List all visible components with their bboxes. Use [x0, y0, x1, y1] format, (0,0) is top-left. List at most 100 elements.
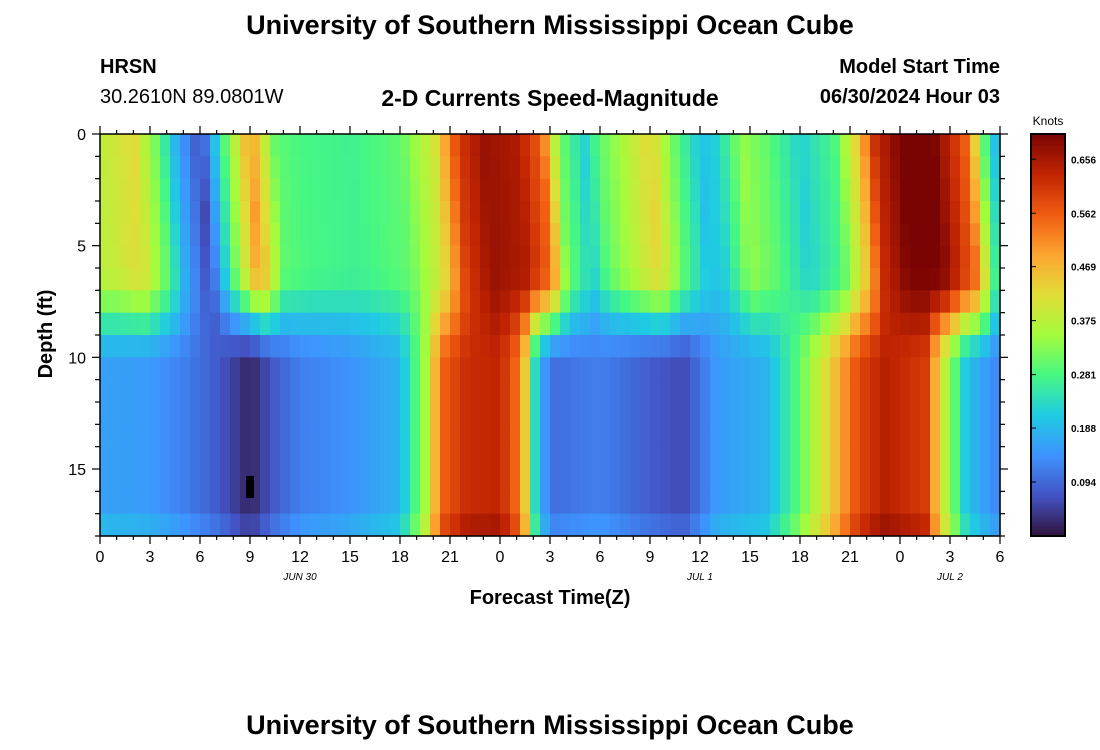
heat-cell	[870, 268, 881, 291]
heat-cell	[360, 335, 371, 358]
heat-cell	[400, 156, 411, 180]
heat-cell	[200, 178, 211, 202]
heat-cell	[370, 491, 381, 515]
heat-cell	[180, 513, 191, 537]
heat-cell	[510, 134, 521, 157]
heat-cell	[590, 178, 601, 202]
heat-cell	[330, 491, 341, 515]
heat-cell	[580, 424, 591, 448]
heat-cell	[140, 379, 151, 403]
heat-cell	[890, 424, 901, 448]
heat-cell	[440, 312, 451, 336]
heat-cell	[560, 491, 571, 515]
heat-cell	[510, 178, 521, 202]
heat-cell	[630, 134, 641, 157]
heat-cell	[770, 379, 781, 403]
heat-cell	[850, 402, 861, 425]
heat-cell	[620, 446, 631, 470]
heat-cell	[780, 223, 791, 247]
heat-cell	[420, 424, 431, 448]
heat-cell	[740, 134, 751, 157]
heat-cell	[570, 379, 581, 403]
heat-cell	[660, 201, 671, 224]
heat-cell	[810, 513, 821, 537]
heat-cell	[580, 223, 591, 247]
heat-cell	[230, 134, 241, 157]
heat-cell	[500, 178, 511, 202]
heat-cell	[180, 201, 191, 224]
heat-cell	[930, 469, 941, 492]
heat-cell	[690, 201, 701, 224]
heat-cell	[300, 156, 311, 180]
heat-cell	[430, 402, 441, 425]
heat-cell	[100, 424, 111, 448]
heat-cell	[720, 357, 731, 381]
heat-cell	[930, 156, 941, 180]
heat-cell	[670, 446, 681, 470]
heat-cell	[180, 178, 191, 202]
heat-cell	[320, 290, 331, 314]
heat-cell	[670, 178, 681, 202]
heat-cell	[230, 491, 241, 515]
heat-cell	[140, 446, 151, 470]
x-date-label: JUL 2	[936, 572, 963, 583]
heat-cell	[730, 268, 741, 291]
heat-cell	[890, 290, 901, 314]
heat-cell	[200, 290, 211, 314]
heat-cell	[580, 379, 591, 403]
heat-cell	[520, 424, 531, 448]
heat-cell	[680, 268, 691, 291]
heat-cell	[250, 268, 261, 291]
heat-cell	[280, 134, 291, 157]
heat-cell	[380, 357, 391, 381]
heat-cell	[630, 335, 641, 358]
heat-cell	[910, 223, 921, 247]
heat-cell	[490, 201, 501, 224]
heat-cell	[720, 223, 731, 247]
heat-cell	[600, 469, 611, 492]
heat-cell	[280, 201, 291, 224]
heat-cell	[170, 156, 181, 180]
heat-cell	[420, 201, 431, 224]
heat-cell	[680, 178, 691, 202]
colorbar	[1030, 133, 1066, 537]
heat-cell	[470, 134, 481, 157]
heat-cell	[950, 178, 961, 202]
heat-cell	[510, 379, 521, 403]
heat-cell	[950, 156, 961, 180]
heat-cell	[400, 245, 411, 269]
heat-cell	[280, 357, 291, 381]
heat-cell	[230, 178, 241, 202]
x-date-labels: JUN 30 JUL 1 JUL 2	[282, 572, 963, 583]
heat-cell	[610, 134, 621, 157]
heat-cell	[530, 357, 541, 381]
heat-cell	[330, 290, 341, 314]
heat-cell	[380, 201, 391, 224]
heat-cell	[220, 245, 231, 269]
heat-cell	[120, 223, 131, 247]
heat-cell	[790, 491, 801, 515]
heat-cell	[750, 513, 761, 537]
heat-cell	[120, 335, 131, 358]
heat-cell	[180, 357, 191, 381]
heat-cell	[880, 379, 891, 403]
heat-cell	[660, 156, 671, 180]
heat-cell	[700, 134, 711, 157]
heat-cell	[270, 491, 281, 515]
heat-cell	[320, 357, 331, 381]
heat-cell	[950, 402, 961, 425]
heat-cell	[850, 446, 861, 470]
heat-cell	[920, 424, 931, 448]
heat-cell	[760, 379, 771, 403]
heat-cell	[300, 134, 311, 157]
heat-cell	[670, 223, 681, 247]
heat-cell	[200, 223, 211, 247]
heat-cell	[440, 290, 451, 314]
heat-cell	[280, 223, 291, 247]
heat-cell	[770, 134, 781, 157]
heat-cell	[940, 513, 951, 537]
heat-cell	[420, 134, 431, 157]
x-tick-label: 12	[291, 549, 309, 566]
heat-cell	[980, 201, 991, 224]
heat-cell	[220, 268, 231, 291]
